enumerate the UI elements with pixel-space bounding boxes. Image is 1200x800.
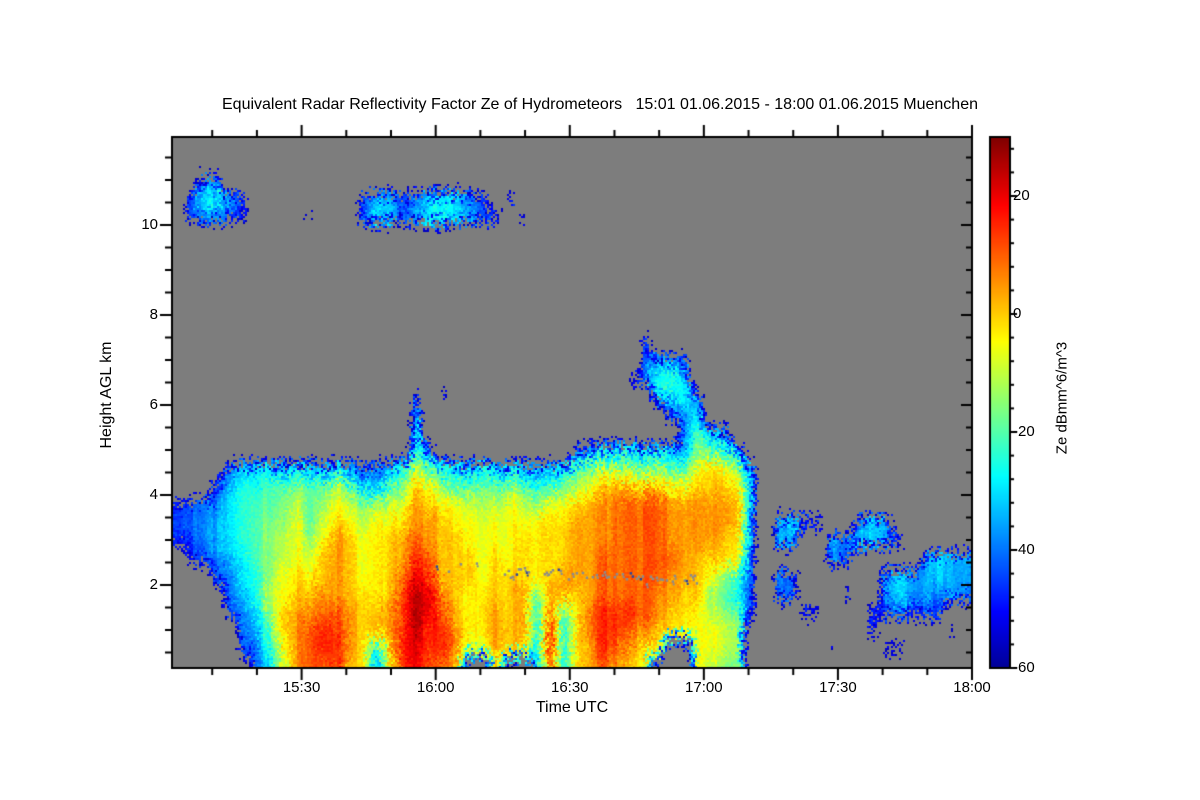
x-tick-label-18:00: 18:00	[953, 679, 991, 696]
y-tick-label-8: 8	[149, 306, 158, 323]
x-tick-label-16:30: 16:30	[550, 679, 589, 696]
colorbar-tick-label-20: 20	[1013, 187, 1030, 204]
y-tick-label-4: 4	[149, 486, 158, 503]
x-tick-label-16:00: 16:00	[416, 679, 455, 696]
y-tick-label-10: 10	[141, 216, 158, 233]
x-tick-label-17:00: 17:00	[685, 679, 723, 696]
y-tick-label-6: 6	[149, 396, 158, 413]
colorbar-tick-label-0: 0	[1013, 305, 1022, 322]
colorbar-title: Ze dBmm^6/m^3	[1053, 341, 1071, 455]
x-axis-title: Time UTC	[535, 699, 609, 716]
x-tick-label-17:30: 17:30	[819, 679, 857, 696]
x-tick-label-15:30: 15:30	[282, 679, 321, 696]
colorbar-tick-label--40: -40	[1013, 541, 1035, 558]
colorbar-tick-label--20: -20	[1013, 423, 1035, 440]
colorbar-tick-label--60: -60	[1013, 659, 1035, 676]
y-axis-title: Height AGL km	[98, 341, 115, 449]
plot-title: Equivalent Radar Reflectivity Factor Ze …	[222, 96, 978, 113]
y-tick-label-2: 2	[149, 576, 158, 593]
